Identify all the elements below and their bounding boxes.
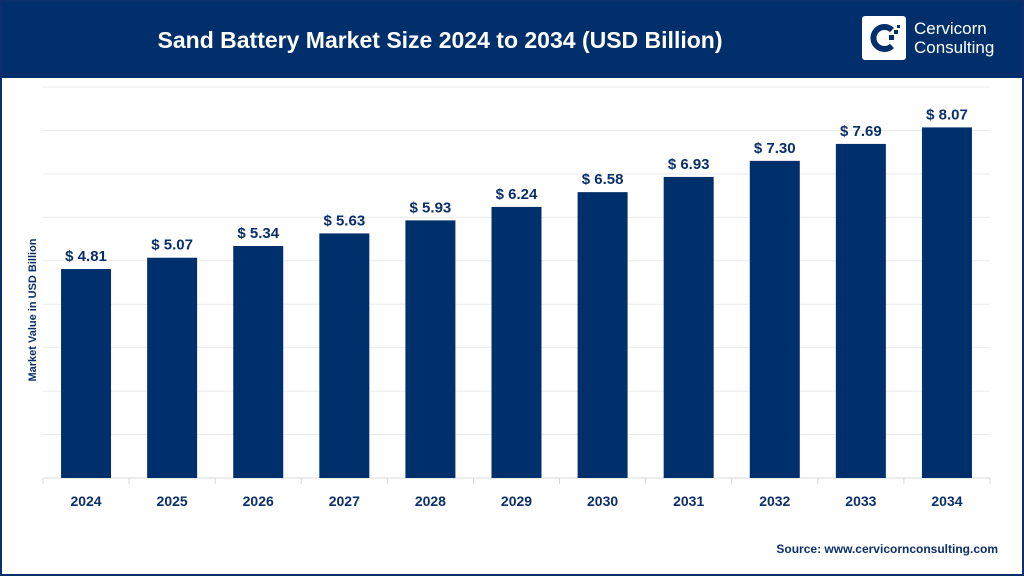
data-label: $ 6.93 — [668, 156, 710, 173]
bar-2034 — [921, 127, 972, 479]
logo-icon — [862, 16, 906, 60]
x-tick-label: 2025 — [157, 493, 188, 509]
chart-header: Sand Battery Market Size 2024 to 2034 (U… — [0, 0, 1024, 78]
x-tick-label: 2030 — [587, 493, 618, 509]
data-label: $ 7.69 — [840, 123, 882, 140]
bar-2026 — [233, 246, 284, 478]
x-tick-label: 2028 — [415, 493, 446, 509]
data-label: $ 6.24 — [496, 186, 538, 203]
bar-2030 — [577, 192, 628, 478]
x-tick-label: 2024 — [70, 493, 101, 509]
x-tick-label: 2031 — [673, 493, 704, 509]
x-tick-label: 2034 — [931, 493, 962, 509]
data-label: $ 8.07 — [926, 106, 968, 123]
data-label: $ 5.34 — [237, 225, 279, 242]
data-label: $ 6.58 — [582, 171, 624, 188]
data-label: $ 5.93 — [410, 199, 452, 216]
data-label: $ 5.63 — [323, 212, 365, 229]
logo-text-line1: Cervicorn — [914, 19, 987, 38]
cervicorn-logo: Cervicorn Consulting — [862, 16, 994, 60]
bar-2028 — [405, 220, 456, 478]
bar-2032 — [749, 160, 800, 478]
bar-2029 — [491, 206, 542, 478]
x-tick-label: 2033 — [845, 493, 876, 509]
x-tick-label: 2027 — [329, 493, 360, 509]
bar-2027 — [319, 233, 370, 478]
x-tick-label: 2029 — [501, 493, 532, 509]
bar-2033 — [835, 143, 886, 478]
bar-2025 — [147, 257, 198, 478]
data-label: $ 7.30 — [754, 140, 796, 157]
data-label: $ 4.81 — [65, 248, 107, 265]
data-label: $ 5.07 — [151, 237, 193, 254]
bar-2024 — [61, 269, 112, 478]
x-tick-label: 2032 — [759, 493, 790, 509]
source-text: Source: www.cervicornconsulting.com — [776, 542, 998, 556]
chart-title: Sand Battery Market Size 2024 to 2034 (U… — [157, 27, 723, 53]
logo-text-line2: Consulting — [914, 38, 995, 57]
x-tick-label: 2026 — [243, 493, 274, 509]
bar-2031 — [663, 176, 714, 478]
